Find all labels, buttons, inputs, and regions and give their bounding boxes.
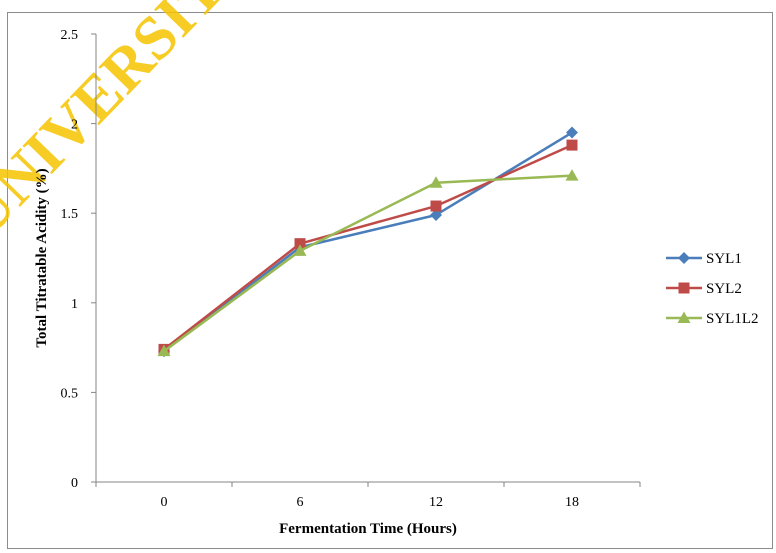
legend-item: SYL2 — [666, 281, 742, 297]
x-tick-label: 6 — [297, 495, 304, 510]
legend: SYL1 SYL2 SYL1L2 — [666, 251, 759, 327]
series-line — [163, 174, 573, 353]
y-tick-label: 0.5 — [61, 386, 79, 401]
y-axis-label: Total Titratable Acidity (%) — [34, 168, 50, 347]
data-point — [294, 238, 306, 250]
data-point — [566, 139, 578, 151]
data-point — [429, 176, 443, 188]
axes — [95, 34, 640, 483]
series-syl1l2 — [157, 169, 579, 357]
series-syl2 — [158, 139, 578, 355]
legend-label: SYL2 — [706, 281, 742, 297]
data-point — [430, 208, 442, 221]
data-point — [566, 126, 578, 139]
x-tick-label: 12 — [429, 495, 443, 510]
x-tick-label: 18 — [565, 495, 579, 510]
legend-item: SYL1 — [666, 251, 742, 267]
y-tick-label: 1.5 — [61, 207, 79, 222]
legend-marker — [677, 311, 691, 323]
x-axis-label: Fermentation Time (Hours) — [279, 521, 457, 537]
series-syl1 — [158, 126, 578, 358]
series-line — [163, 131, 573, 353]
legend-label: SYL1 — [706, 251, 742, 267]
data-point — [293, 244, 307, 256]
y-tick-label: 2.5 — [61, 28, 79, 43]
legend-label: SYL1L2 — [706, 311, 759, 327]
series-line — [163, 143, 573, 351]
y-tick-label: 0 — [71, 476, 78, 491]
series-layer — [157, 126, 579, 358]
legend-marker — [678, 252, 690, 264]
legend-item: SYL1L2 — [666, 311, 759, 327]
x-tick-label: 0 — [161, 495, 168, 510]
y-ticks: 0 0.5 1 1.5 2 2.5 — [61, 28, 96, 491]
y-tick-label: 1 — [71, 297, 78, 312]
data-point — [157, 344, 171, 357]
data-point — [430, 200, 442, 212]
chart-frame — [7, 12, 773, 549]
y-tick-label: 2 — [71, 118, 78, 133]
data-point — [565, 169, 579, 181]
x-ticks: 0 6 12 18 — [95, 482, 641, 510]
legend-marker — [678, 282, 690, 294]
